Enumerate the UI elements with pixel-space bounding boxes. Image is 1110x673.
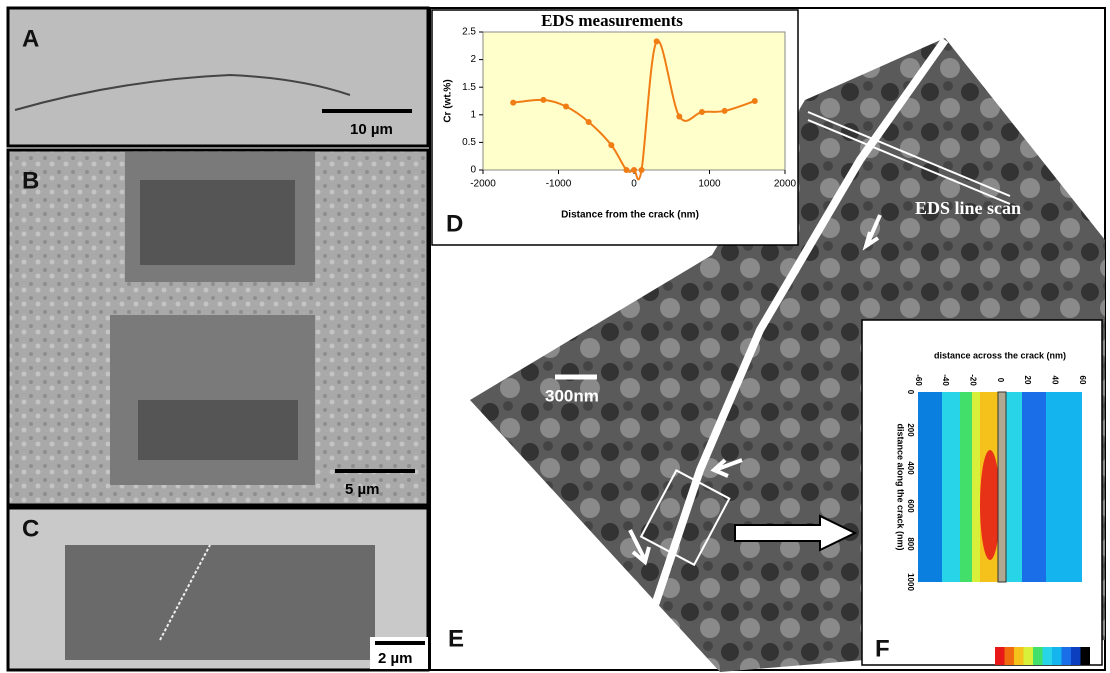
- data-point: [639, 167, 645, 173]
- panel-label: B: [22, 167, 39, 194]
- trench-wall: [140, 180, 295, 265]
- y-tick-label: 400: [906, 461, 915, 475]
- y-tick-label: 2: [470, 54, 476, 65]
- x-tick-label: -1000: [546, 179, 572, 190]
- x-tick-label: -60: [914, 374, 923, 386]
- panel-label: C: [22, 515, 39, 542]
- x-axis-label: Distance from the crack (nm): [561, 210, 699, 221]
- panel-label: D: [446, 210, 463, 237]
- trench: [65, 545, 375, 660]
- y-tick-label: 600: [906, 499, 915, 513]
- y-tick-label: 0.5: [462, 137, 476, 148]
- scale-label: 5 µm: [345, 481, 380, 498]
- panel-label: A: [22, 25, 39, 52]
- colorbar-swatch: [1014, 647, 1024, 665]
- colorbar-swatch: [1052, 647, 1062, 665]
- colorbar-swatch: [1071, 647, 1081, 665]
- panel-label: F: [875, 635, 890, 662]
- trench-wall: [138, 400, 298, 460]
- crack-marker: [998, 392, 1006, 582]
- colorbar-swatch: [995, 647, 1005, 665]
- x-tick-label: 0: [996, 378, 1005, 383]
- data-point: [752, 98, 758, 104]
- y-tick-label: 1.5: [462, 82, 476, 93]
- x-tick-label: 0: [631, 179, 637, 190]
- scale-label: 10 µm: [350, 121, 393, 138]
- y-tick-label: 200: [906, 423, 915, 437]
- x-tick-label: 40: [1051, 376, 1060, 385]
- y-tick-label: 2.5: [462, 27, 476, 38]
- panel-label: E: [448, 625, 464, 652]
- colorbar-swatch: [1005, 647, 1015, 665]
- colorbar-swatch: [1062, 647, 1072, 665]
- x-tick-label: 1000: [698, 179, 721, 190]
- data-point: [623, 167, 629, 173]
- data-point: [631, 167, 637, 173]
- data-point: [586, 119, 592, 125]
- colorbar-swatch: [1043, 647, 1053, 665]
- contour-band: [1004, 392, 1024, 582]
- figure: 10 µm A 5 µm B 2 µm C 300nm EDS line sca…: [0, 0, 1110, 673]
- data-point: [563, 104, 569, 110]
- data-point: [676, 113, 682, 119]
- y-tick-label: 800: [906, 537, 915, 551]
- colorbar-swatch: [1081, 647, 1091, 665]
- x-axis-label: distance across the crack (nm): [934, 350, 1066, 360]
- data-point: [699, 109, 705, 115]
- x-tick-label: -2000: [470, 179, 496, 190]
- data-point: [540, 97, 546, 103]
- data-point: [722, 108, 728, 114]
- x-tick-label: 20: [1023, 376, 1032, 385]
- y-tick-label: 1: [470, 109, 476, 120]
- data-point: [608, 142, 614, 148]
- colorbar: [995, 647, 1090, 665]
- y-tick-label: 0: [470, 165, 476, 176]
- data-point: [510, 100, 516, 106]
- y-axis-label: distance along the crack (nm): [896, 423, 906, 550]
- y-tick-label: 0: [906, 390, 915, 395]
- x-tick-label: 60: [1078, 376, 1087, 385]
- contour-map: [918, 392, 1082, 582]
- x-tick-label: -40: [941, 374, 950, 386]
- contour-band: [980, 450, 1000, 560]
- contour-band: [1046, 392, 1082, 582]
- contour-band: [1022, 392, 1046, 582]
- colorbar-swatch: [1024, 647, 1034, 665]
- data-point: [654, 38, 660, 44]
- chart-title: EDS measurements: [541, 11, 683, 30]
- y-tick-label: 1000: [906, 573, 915, 591]
- colorbar-swatch: [1033, 647, 1043, 665]
- annotation: EDS line scan: [915, 198, 1021, 218]
- scale-label: 300nm: [545, 386, 599, 405]
- x-tick-label: 2000: [774, 179, 797, 190]
- y-axis-label: Cr (wt.%): [443, 79, 454, 122]
- x-tick-label: -20: [969, 374, 978, 386]
- scale-label: 2 µm: [378, 650, 413, 667]
